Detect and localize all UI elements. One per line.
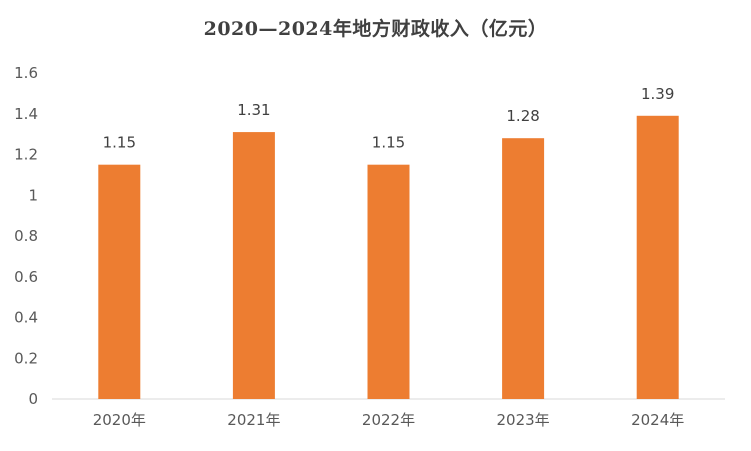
x-tick-label: 2024年 xyxy=(631,411,684,429)
y-tick-label: 1.6 xyxy=(14,64,38,82)
y-tick-label: 0.4 xyxy=(14,309,38,327)
y-tick-label: 0.2 xyxy=(14,349,38,367)
x-tick-label: 2020年 xyxy=(93,411,146,429)
y-tick-label: 0.6 xyxy=(14,268,38,286)
y-tick-label: 1.4 xyxy=(14,105,38,123)
bar xyxy=(98,164,141,399)
bar xyxy=(502,138,545,399)
x-tick-label: 2023年 xyxy=(497,411,550,429)
y-tick-label: 0.8 xyxy=(14,227,38,245)
data-label: 1.31 xyxy=(237,101,270,119)
bar xyxy=(232,132,275,399)
y-tick-label: 1 xyxy=(28,186,38,204)
y-tick-label: 0 xyxy=(28,390,38,408)
bar xyxy=(367,164,410,399)
x-tick-label: 2021年 xyxy=(227,411,280,429)
y-tick-label: 1.2 xyxy=(14,146,38,164)
data-label: 1.15 xyxy=(372,134,405,152)
data-label: 1.39 xyxy=(641,85,674,103)
bar xyxy=(636,115,679,399)
data-label: 1.15 xyxy=(103,134,136,152)
chart-title: 2020—2024年地方财政收入（亿元） xyxy=(203,18,548,40)
data-label: 1.28 xyxy=(506,107,539,125)
x-tick-label: 2022年 xyxy=(362,411,415,429)
